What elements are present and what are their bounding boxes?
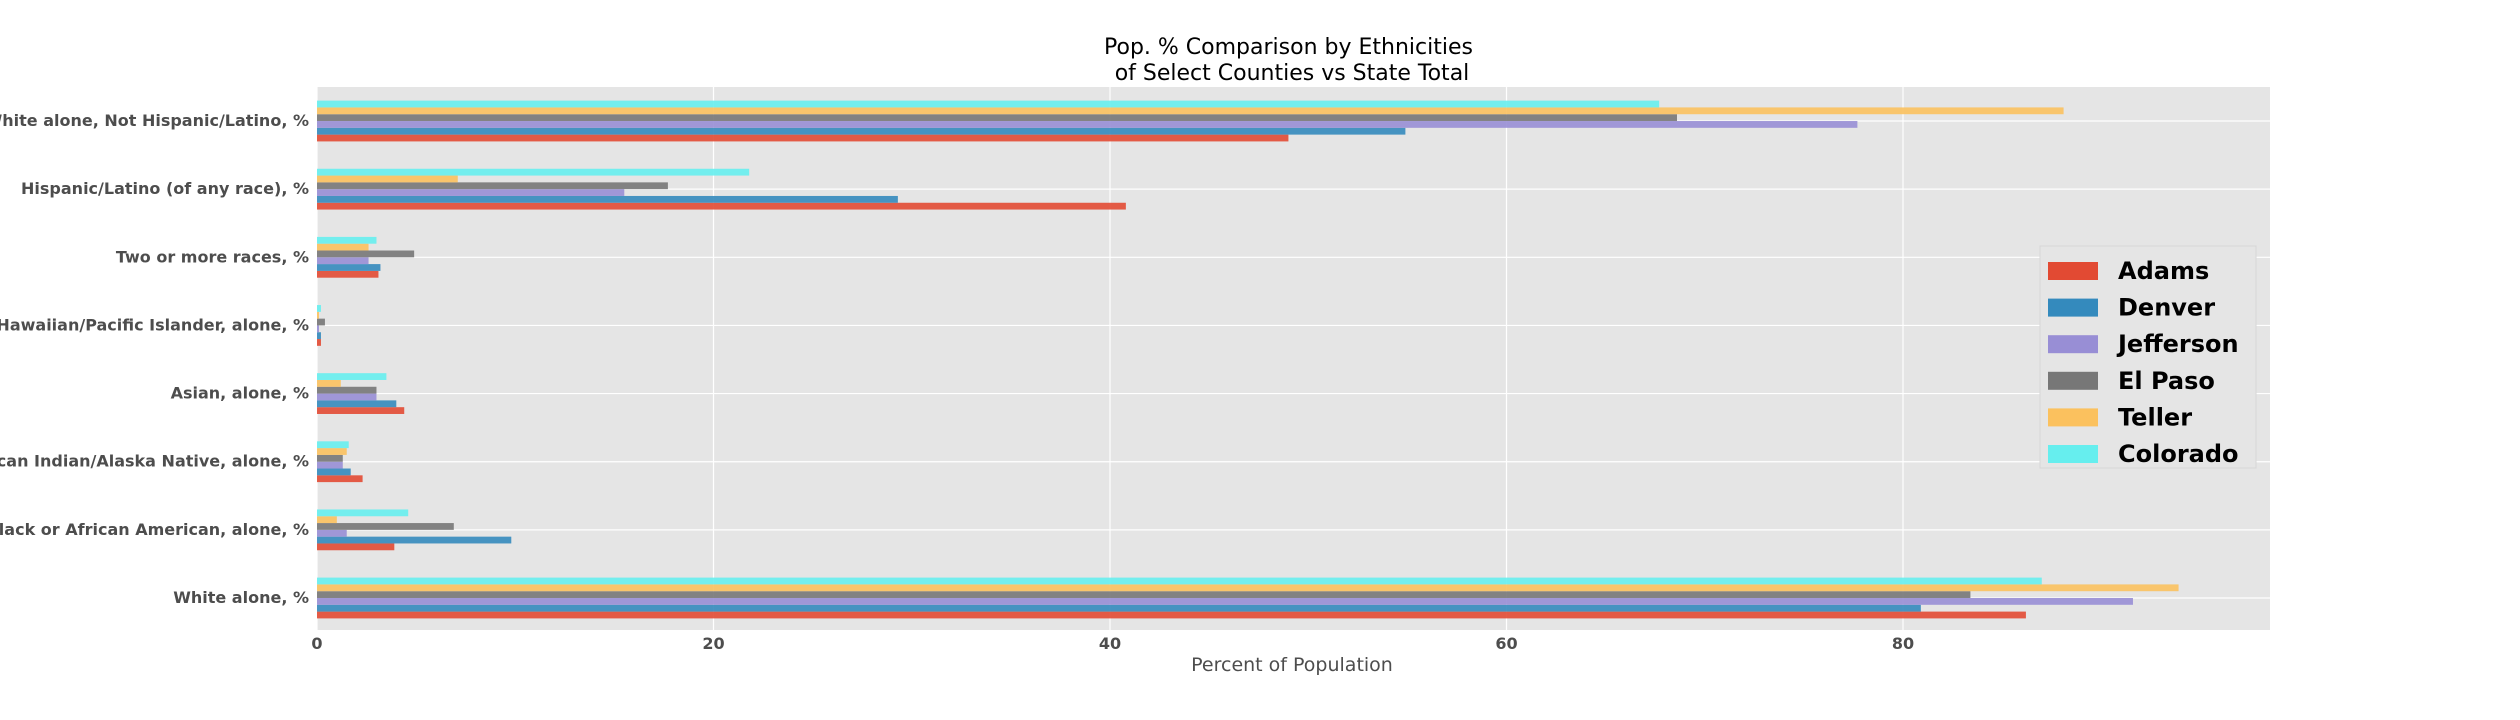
x-tick-label: 60 — [1495, 634, 1517, 653]
bar-el-paso — [317, 454, 343, 462]
bar-denver — [317, 468, 351, 476]
legend-label: Denver — [2118, 294, 2215, 322]
category-label: Native Hawaiian/Pacific Islander, alone,… — [0, 315, 309, 334]
category-label: Black or African American, alone, % — [0, 520, 309, 539]
chart-title-line-2: of Select Counties vs State Total — [1115, 61, 1470, 86]
legend-swatch — [2048, 335, 2098, 354]
bar-teller — [317, 311, 319, 319]
bar-colorado — [317, 305, 321, 312]
legend-label: Teller — [2118, 403, 2192, 431]
bar-adams — [317, 134, 1289, 142]
bar-adams — [317, 270, 379, 278]
bar-colorado — [317, 577, 2042, 585]
bar-teller — [317, 379, 341, 387]
category-label: White alone, Not Hispanic/Latino, % — [0, 111, 309, 130]
bar-jefferson — [317, 393, 377, 401]
legend-label: Colorado — [2118, 440, 2239, 468]
category-label: American Indian/Alaska Native, alone, % — [0, 452, 309, 471]
category-label: Two or more races, % — [116, 247, 309, 266]
bar-colorado — [317, 373, 387, 380]
chart-title: Pop. % Comparison by Ethnicities of Sele… — [1104, 35, 1480, 86]
legend-swatch — [2048, 408, 2098, 427]
legend-swatch — [2048, 371, 2098, 390]
legend-label: Adams — [2118, 257, 2209, 285]
bar-colorado — [317, 168, 750, 176]
bars — [317, 100, 2179, 619]
bar-el-paso — [317, 591, 1971, 598]
x-tick-label: 20 — [702, 634, 724, 653]
legend-swatch — [2048, 445, 2098, 463]
category-label: Asian, alone, % — [171, 384, 309, 403]
bar-denver — [317, 400, 397, 408]
bar-el-paso — [317, 182, 668, 190]
bar-denver — [317, 195, 898, 203]
bar-teller — [317, 584, 2179, 592]
bar-el-paso — [317, 523, 454, 530]
bar-jefferson — [317, 598, 2133, 605]
bar-colorado — [317, 441, 349, 449]
bar-teller — [317, 243, 369, 251]
bar-adams — [317, 407, 405, 414]
bar-adams — [317, 339, 321, 346]
bar-teller — [317, 107, 2064, 115]
bar-el-paso — [317, 318, 325, 326]
chart-title-line-1: Pop. % Comparison by Ethnicities — [1104, 35, 1473, 60]
bar-jefferson — [317, 325, 319, 333]
bar-denver — [317, 332, 321, 340]
bar-teller — [317, 516, 337, 524]
bar-denver — [317, 604, 1921, 612]
x-tick-label: 80 — [1892, 634, 1914, 653]
bar-denver — [317, 127, 1406, 135]
x-axis-label: Percent of Population — [1191, 654, 1393, 676]
bar-denver — [317, 536, 512, 544]
bar-teller — [317, 448, 347, 455]
bar-el-paso — [317, 114, 1677, 122]
bar-colorado — [317, 100, 1660, 108]
legend-label: Jefferson — [2116, 330, 2239, 358]
bar-jefferson — [317, 529, 347, 537]
x-tick-label: 0 — [311, 634, 322, 653]
legend-swatch — [2048, 298, 2098, 317]
legend-label: El Paso — [2118, 367, 2215, 395]
legend-frame — [2039, 245, 2257, 469]
x-tick-labels: 0 20 40 60 80 — [311, 634, 1914, 653]
bar-adams — [317, 611, 2026, 619]
category-labels: White alone, % Black or African American,… — [0, 111, 309, 607]
legend-swatch — [2048, 262, 2098, 280]
category-label: White alone, % — [173, 588, 309, 607]
bar-jefferson — [317, 257, 369, 265]
bar-adams — [317, 543, 395, 551]
bar-teller — [317, 175, 458, 183]
bar-adams — [317, 202, 1126, 210]
bar-denver — [317, 264, 381, 271]
category-label: Hispanic/Latino (of any race), % — [21, 179, 309, 198]
plot-area — [317, 87, 2270, 630]
bar-adams — [317, 475, 363, 483]
bar-jefferson — [317, 189, 625, 196]
bar-jefferson — [317, 121, 1858, 128]
bar-jefferson — [317, 461, 343, 469]
bar-colorado — [317, 236, 377, 244]
bar-el-paso — [317, 386, 377, 394]
bar-el-paso — [317, 250, 415, 258]
bar-colorado — [317, 509, 409, 517]
x-tick-label: 40 — [1099, 634, 1121, 653]
legend: Adams Denver Jefferson El Paso Teller Colorad… — [2039, 245, 2257, 469]
